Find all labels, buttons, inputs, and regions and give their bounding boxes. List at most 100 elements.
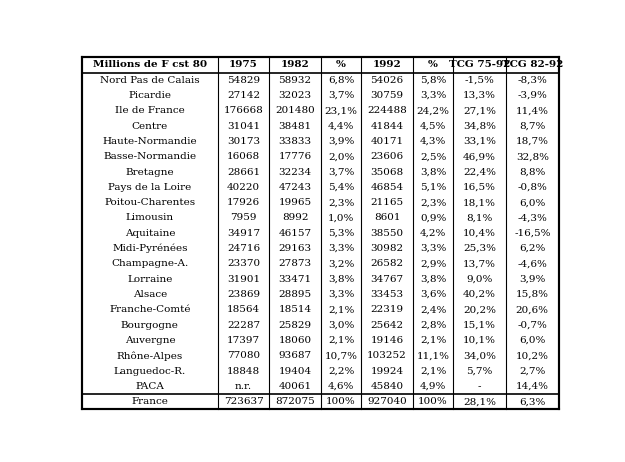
Text: 2,4%: 2,4% (420, 305, 446, 314)
Text: 1,0%: 1,0% (328, 213, 354, 223)
Text: 103252: 103252 (368, 351, 407, 360)
Text: 21165: 21165 (371, 198, 404, 207)
Text: 10,4%: 10,4% (463, 229, 496, 238)
Text: 3,2%: 3,2% (328, 260, 354, 268)
Text: 10,2%: 10,2% (516, 351, 549, 360)
Text: 2,1%: 2,1% (420, 336, 446, 345)
Text: 176668: 176668 (224, 106, 263, 116)
Text: France: France (131, 397, 168, 406)
Text: 20,2%: 20,2% (463, 305, 496, 314)
Text: %: % (336, 61, 346, 69)
Text: 723637: 723637 (224, 397, 263, 406)
Text: 33,1%: 33,1% (463, 137, 496, 146)
Text: 3,8%: 3,8% (328, 275, 354, 284)
Text: 5,8%: 5,8% (420, 76, 446, 85)
Text: 16,5%: 16,5% (463, 183, 496, 192)
Text: 2,0%: 2,0% (328, 152, 354, 161)
Text: 6,2%: 6,2% (519, 244, 546, 253)
Text: 10,1%: 10,1% (463, 336, 496, 345)
Text: 5,7%: 5,7% (466, 367, 493, 376)
Text: 46157: 46157 (279, 229, 312, 238)
Text: Picardie: Picardie (128, 91, 171, 100)
Text: Millions de F cst 80: Millions de F cst 80 (93, 61, 207, 69)
Text: 3,3%: 3,3% (420, 244, 446, 253)
Text: 31901: 31901 (227, 275, 260, 284)
Text: 34917: 34917 (227, 229, 260, 238)
Text: 34,0%: 34,0% (463, 351, 496, 360)
Text: 41844: 41844 (371, 122, 404, 131)
Text: 8,8%: 8,8% (519, 168, 546, 176)
Text: 19924: 19924 (371, 367, 404, 376)
Text: 3,3%: 3,3% (328, 290, 354, 299)
Text: %: % (428, 61, 438, 69)
Text: 1975: 1975 (229, 61, 258, 69)
Text: 100%: 100% (418, 397, 448, 406)
Text: 872075: 872075 (275, 397, 315, 406)
Text: Pays de la Loire: Pays de la Loire (108, 183, 191, 192)
Text: -8,3%: -8,3% (518, 76, 548, 85)
Text: 4,6%: 4,6% (328, 382, 354, 391)
Text: 18060: 18060 (279, 336, 312, 345)
Text: 15,8%: 15,8% (516, 290, 549, 299)
Text: 4,3%: 4,3% (420, 137, 446, 146)
Text: -: - (478, 382, 481, 391)
Text: 24716: 24716 (227, 244, 260, 253)
Text: TCG 82-92: TCG 82-92 (502, 61, 563, 69)
Text: 9,0%: 9,0% (466, 275, 493, 284)
Text: Basse-Normandie: Basse-Normandie (103, 152, 196, 161)
Text: TCG 75-92: TCG 75-92 (449, 61, 511, 69)
Text: 27873: 27873 (279, 260, 312, 268)
Text: Limousin: Limousin (126, 213, 174, 223)
Text: Auvergne: Auvergne (124, 336, 175, 345)
Text: 35068: 35068 (371, 168, 404, 176)
Text: 38550: 38550 (371, 229, 404, 238)
Text: 22319: 22319 (371, 305, 404, 314)
Text: 1982: 1982 (281, 61, 309, 69)
Text: 25642: 25642 (371, 321, 404, 330)
Text: 3,8%: 3,8% (420, 275, 446, 284)
Text: -0,8%: -0,8% (518, 183, 548, 192)
Text: 32234: 32234 (279, 168, 312, 176)
Text: 28895: 28895 (279, 290, 312, 299)
Text: 27,1%: 27,1% (463, 106, 496, 116)
Text: 23869: 23869 (227, 290, 260, 299)
Text: 1992: 1992 (372, 61, 401, 69)
Text: 28661: 28661 (227, 168, 260, 176)
Text: 19965: 19965 (279, 198, 312, 207)
Text: 20,6%: 20,6% (516, 305, 549, 314)
Text: 2,3%: 2,3% (328, 198, 354, 207)
Text: 11,4%: 11,4% (516, 106, 549, 116)
Text: 40171: 40171 (371, 137, 404, 146)
Text: 18514: 18514 (279, 305, 312, 314)
Text: Franche-Comté: Franche-Comté (109, 305, 191, 314)
Text: 32,8%: 32,8% (516, 152, 549, 161)
Text: 77080: 77080 (227, 351, 260, 360)
Text: 45840: 45840 (371, 382, 404, 391)
Text: 2,1%: 2,1% (328, 305, 354, 314)
Text: 3,9%: 3,9% (328, 137, 354, 146)
Text: 31041: 31041 (227, 122, 260, 131)
Text: 3,3%: 3,3% (328, 244, 354, 253)
Text: Bourgogne: Bourgogne (121, 321, 179, 330)
Text: 40,2%: 40,2% (463, 290, 496, 299)
Text: 2,2%: 2,2% (328, 367, 354, 376)
Text: 34,8%: 34,8% (463, 122, 496, 131)
Text: 22287: 22287 (227, 321, 260, 330)
Text: Rhône-Alpes: Rhône-Alpes (117, 351, 183, 360)
Text: -16,5%: -16,5% (514, 229, 551, 238)
Text: 40061: 40061 (279, 382, 312, 391)
Text: 34767: 34767 (371, 275, 404, 284)
Text: 18848: 18848 (227, 367, 260, 376)
Text: 2,9%: 2,9% (420, 260, 446, 268)
Text: 27142: 27142 (227, 91, 260, 100)
Text: 17397: 17397 (227, 336, 260, 345)
Text: 58932: 58932 (279, 76, 312, 85)
Text: 33453: 33453 (371, 290, 404, 299)
Text: Languedoc-R.: Languedoc-R. (114, 367, 186, 376)
Text: 224488: 224488 (368, 106, 407, 116)
Text: 17926: 17926 (227, 198, 260, 207)
Text: 6,3%: 6,3% (519, 397, 546, 406)
Text: 25,3%: 25,3% (463, 244, 496, 253)
Text: 47243: 47243 (279, 183, 312, 192)
Text: 33833: 33833 (279, 137, 312, 146)
